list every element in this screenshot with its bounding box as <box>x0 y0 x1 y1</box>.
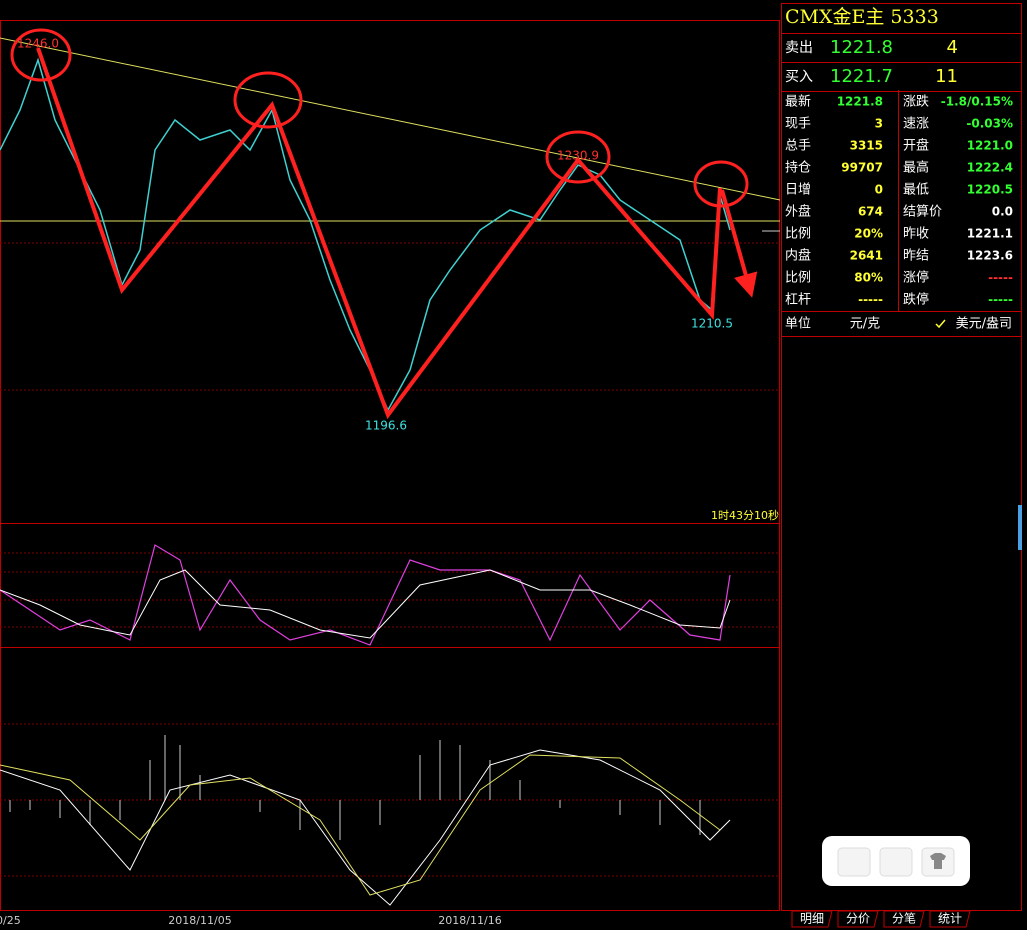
tab-label[interactable]: 明细 <box>800 912 824 926</box>
stat-label: 昨收 <box>903 227 929 242</box>
unit-option[interactable]: 美元/盎司 <box>956 317 1012 332</box>
stat-value: -0.03% <box>966 117 1013 131</box>
circle <box>693 160 749 208</box>
tab[interactable] <box>791 910 833 928</box>
circle <box>545 130 611 184</box>
stat-value: -1.8/0.15% <box>941 95 1013 109</box>
stat-label: 现手 <box>785 117 811 132</box>
tab[interactable] <box>837 910 879 928</box>
stat-value: 1222.4 <box>967 161 1013 175</box>
price-sketch <box>0 57 731 412</box>
stat-label: 比例 <box>785 227 811 242</box>
stat-label: 昨结 <box>903 249 929 264</box>
circles <box>10 28 749 208</box>
zigzag-arrows <box>36 47 722 420</box>
stat-value: 20% <box>854 227 883 241</box>
tab-label[interactable]: 分价 <box>846 912 870 926</box>
order-label: 买入 <box>785 69 813 85</box>
stat-value: 1223.6 <box>967 249 1013 263</box>
toolbar-button[interactable] <box>837 847 871 877</box>
stat-value: 3 <box>875 117 883 131</box>
stat-label: 结算价 <box>903 205 942 220</box>
toolbar-button[interactable] <box>879 847 913 877</box>
stat-value: 1220.5 <box>967 183 1013 197</box>
stat-label: 内盘 <box>785 248 811 264</box>
stat-label: 日增 <box>785 183 811 198</box>
stat-value: 2641 <box>850 249 883 263</box>
stat-label: 涨停 <box>903 270 929 286</box>
macd-dif <box>0 749 731 906</box>
stat-value: 0 <box>875 183 883 197</box>
stat-value: 1221.8 <box>837 95 883 109</box>
stat-value: ----- <box>858 293 883 307</box>
quote-title: CMX金E主 5333 <box>785 6 939 28</box>
stat-label: 外盘 <box>785 204 811 220</box>
macd-dea <box>0 754 721 896</box>
circle <box>233 71 303 129</box>
scrollbar[interactable] <box>1018 505 1022 550</box>
unit-label: 单位 <box>785 317 811 332</box>
check-icon <box>935 319 946 329</box>
circle <box>10 28 72 82</box>
kdj-d <box>0 569 731 639</box>
unit-value: 元/克 <box>850 317 880 332</box>
stat-label: 涨跌 <box>903 94 929 110</box>
shirt-icon <box>930 853 946 869</box>
frames <box>0 3 1022 911</box>
order-label: 卖出 <box>785 40 813 56</box>
stat-value: ----- <box>988 271 1013 285</box>
stat-value: 80% <box>854 271 883 285</box>
order-volume: 11 <box>935 66 958 87</box>
stat-value: 99707 <box>841 161 883 175</box>
stat-label: 比例 <box>785 271 811 286</box>
stat-label: 开盘 <box>903 138 929 154</box>
price-annotation: 1230.9 <box>557 149 599 163</box>
macd-bars <box>9 735 701 840</box>
price-annotation: 1246.0 <box>17 37 59 51</box>
tab-label[interactable]: 统计 <box>938 912 962 926</box>
price-annotation: 1196.6 <box>365 419 407 433</box>
order-price: 1221.8 <box>830 37 893 58</box>
trend-line <box>0 37 781 201</box>
stat-label: 跌停 <box>903 292 929 308</box>
timer: 1时43分10秒 <box>711 508 779 522</box>
order-price: 1221.7 <box>830 66 893 87</box>
tab[interactable] <box>929 910 971 928</box>
date-label: 2018/11/05 <box>168 914 231 927</box>
date-label: 2018/11/16 <box>438 914 501 927</box>
stat-value: 0.0 <box>992 205 1013 219</box>
stat-label: 最新 <box>785 94 811 110</box>
stat-label: 速涨 <box>903 117 929 132</box>
macd-bar-sketch <box>9 735 701 840</box>
stat-value: ----- <box>988 293 1013 307</box>
stat-label: 杠杆 <box>785 292 811 308</box>
price-annotation: 1210.5 <box>691 317 733 331</box>
stat-label: 最高 <box>903 160 929 176</box>
stat-label: 总手 <box>785 139 811 154</box>
stat-label: 持仓 <box>785 161 811 176</box>
tab-label[interactable]: 分笔 <box>892 911 916 926</box>
dynamic: 1246.0 1230.9 1196.6 1210.5 1时43分10秒 0/25 2018… <box>0 6 1021 928</box>
stat-value: 3315 <box>850 139 883 153</box>
stat-value: 1221.1 <box>967 227 1013 241</box>
kdj-k <box>0 544 731 646</box>
stat-value: 674 <box>858 205 883 219</box>
chart-frame <box>0 20 780 911</box>
stat-label: 最低 <box>903 183 929 198</box>
tab[interactable] <box>883 910 925 928</box>
order-volume: 4 <box>947 37 958 58</box>
date-label: 0/25 <box>0 914 21 927</box>
stat-value: 1221.0 <box>967 139 1013 153</box>
